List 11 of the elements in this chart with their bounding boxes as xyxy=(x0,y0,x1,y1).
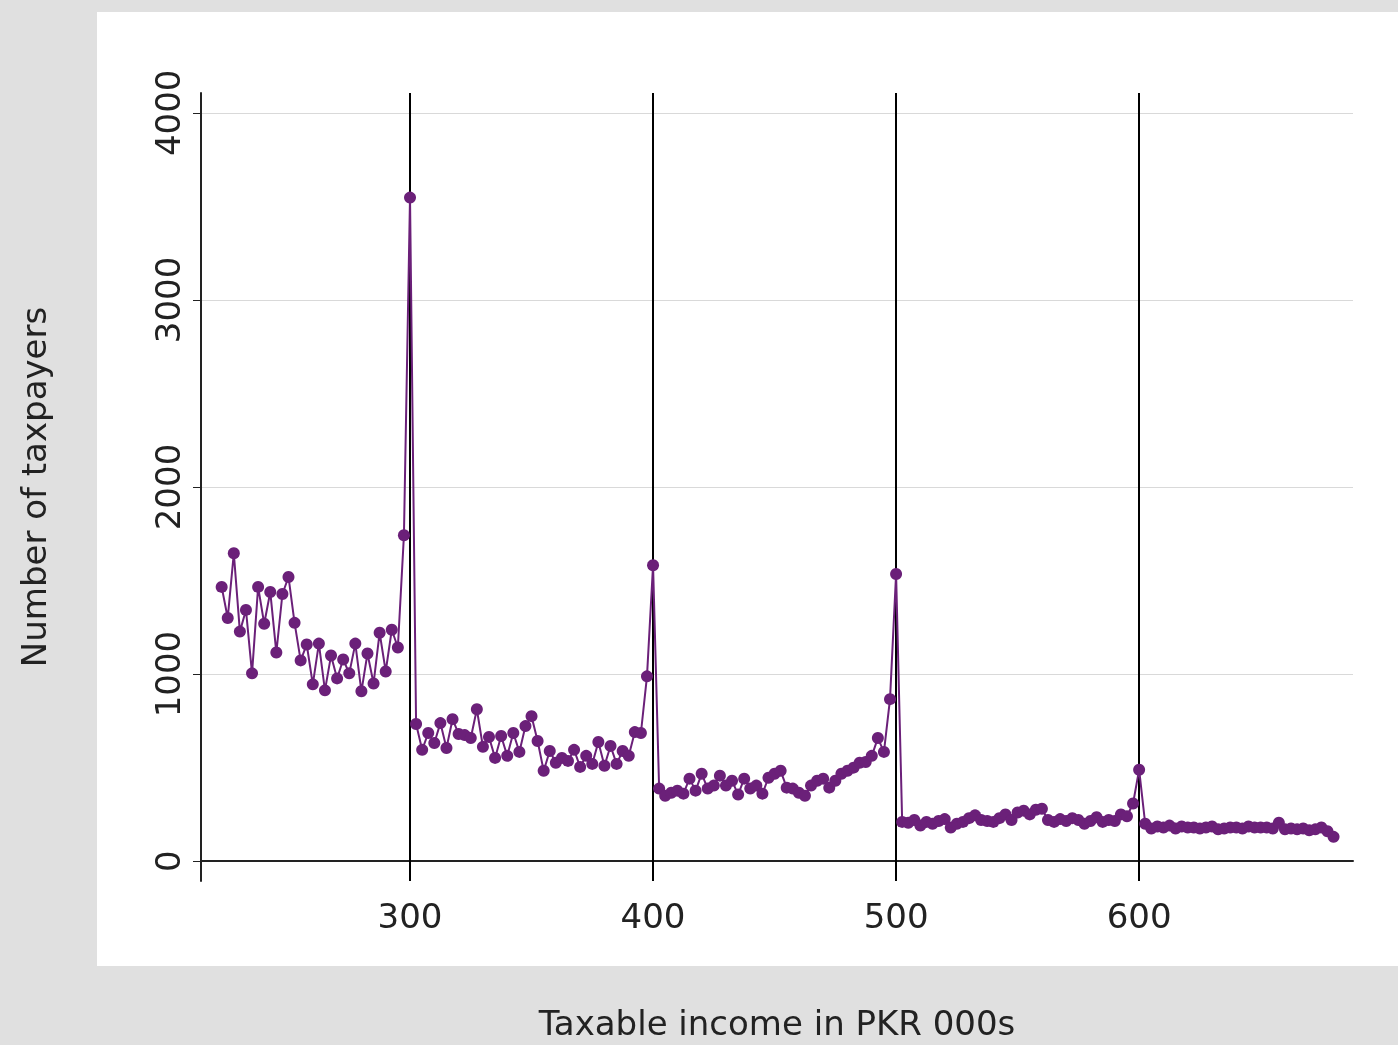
y-tick-label: 3000 xyxy=(148,256,188,344)
x-axis-title: Taxable income in PKR 000s xyxy=(537,1003,1016,1043)
y-tick-label: 1000 xyxy=(148,630,188,718)
y-tick-label: 2000 xyxy=(148,443,188,531)
x-tick-label: 300 xyxy=(377,896,443,936)
x-tick-label: 400 xyxy=(620,896,686,936)
y-tick-label: 4000 xyxy=(148,69,188,157)
x-tick-label: 500 xyxy=(863,896,929,936)
x-tick-label: 600 xyxy=(1106,896,1172,936)
y-axis-title: Number of taxpayers xyxy=(14,306,54,668)
y-tick-label: 0 xyxy=(148,850,188,872)
